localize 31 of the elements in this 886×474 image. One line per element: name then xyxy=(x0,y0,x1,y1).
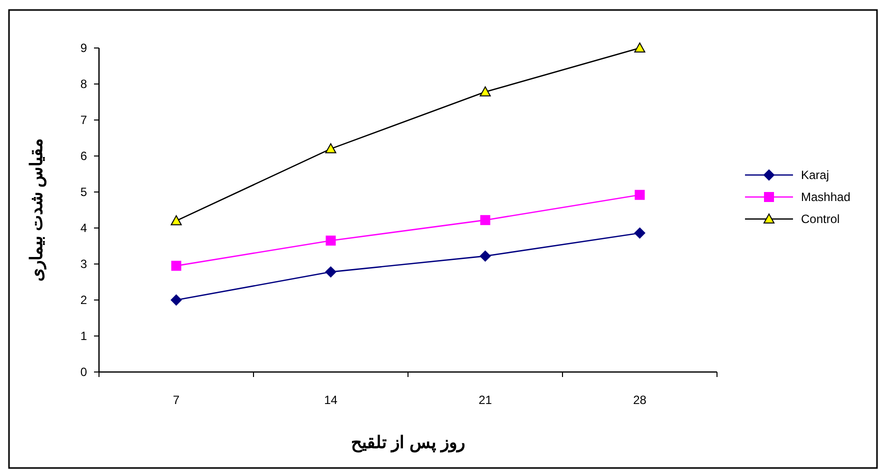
point xyxy=(480,86,491,96)
x-tick-label: 21 xyxy=(478,393,492,407)
point xyxy=(634,42,646,52)
y-tick-label: 6 xyxy=(80,149,88,163)
y-tick-label: 1 xyxy=(80,329,88,343)
x-tick-label: 7 xyxy=(172,393,180,407)
point xyxy=(480,215,490,226)
y-tick-label: 5 xyxy=(80,185,88,199)
point xyxy=(325,266,336,278)
point xyxy=(170,215,182,226)
y-tick-label: 9 xyxy=(80,41,88,55)
legend-label: Mashhad xyxy=(801,190,850,204)
x-tick-label: 28 xyxy=(633,393,647,407)
y-tick-label: 3 xyxy=(80,257,88,271)
x-axis-title: روز پس از تلقیح xyxy=(350,433,466,453)
legend-label: Control xyxy=(801,212,840,226)
y-tick-label: 2 xyxy=(80,293,88,307)
y-tick-label: 8 xyxy=(80,77,88,91)
point xyxy=(480,250,491,262)
point xyxy=(634,228,646,239)
point xyxy=(170,294,182,306)
point xyxy=(634,190,645,200)
y-axis-title: مقیاس شدت بیماری xyxy=(27,138,47,282)
point xyxy=(171,260,182,271)
point xyxy=(325,143,336,154)
point xyxy=(326,236,336,246)
legend-label: Karaj xyxy=(801,168,830,182)
y-tick-label: 4 xyxy=(80,221,88,235)
y-tick-label: 7 xyxy=(80,113,88,127)
x-tick-label: 14 xyxy=(324,393,338,407)
y-tick-label: 0 xyxy=(80,365,88,379)
